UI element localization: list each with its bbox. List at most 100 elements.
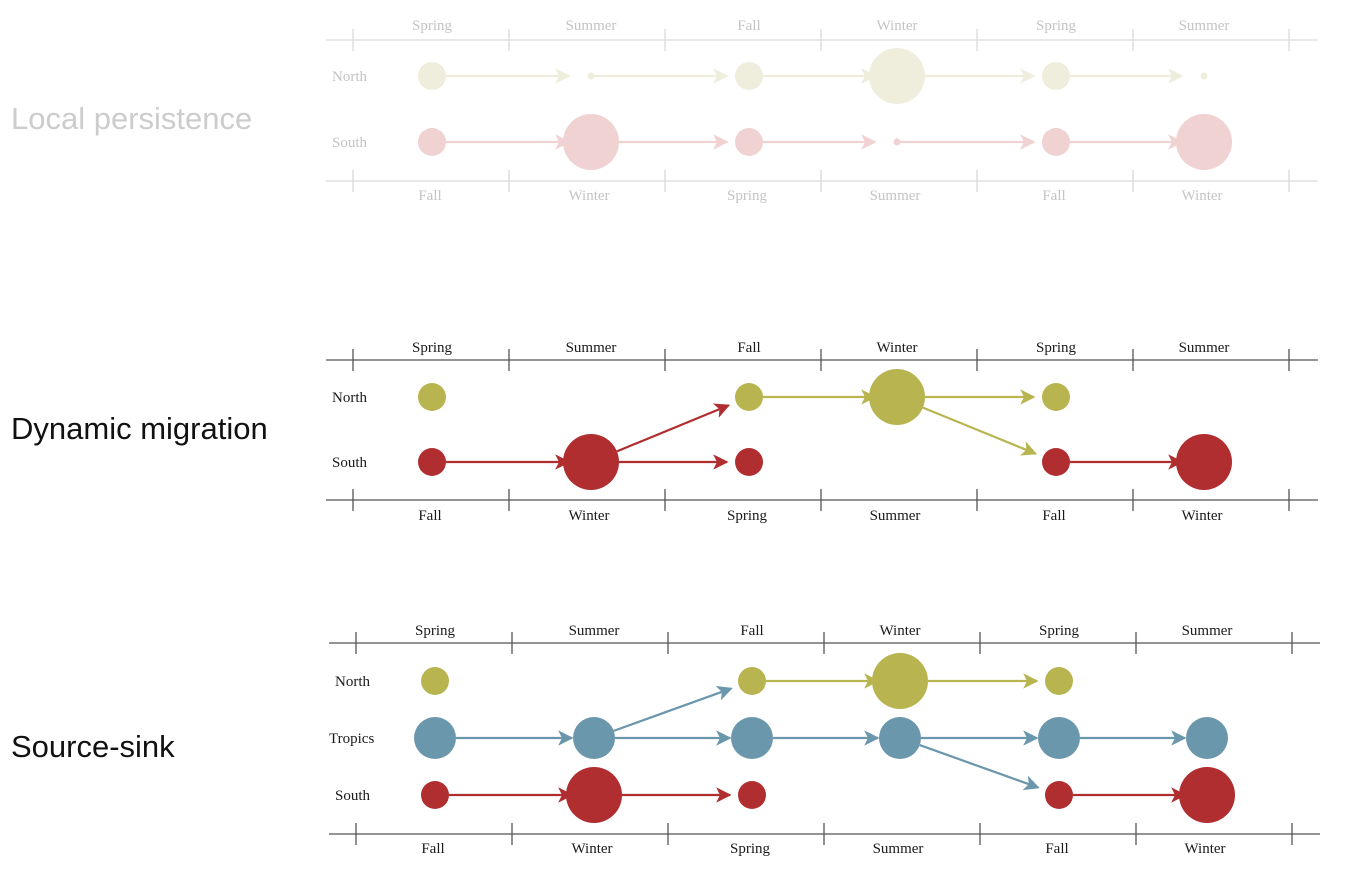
- season-label-bottom: Winter: [1184, 841, 1225, 857]
- bottom-axis: [329, 823, 1320, 845]
- season-label-bottom: Fall: [1042, 188, 1065, 204]
- season-label-top: Spring: [412, 18, 453, 34]
- season-label-bottom: Winter: [568, 188, 609, 204]
- population-node-south: [738, 781, 766, 809]
- population-node-south: [1045, 781, 1073, 809]
- panel-title-local-persistence: Local persistence: [11, 101, 252, 136]
- population-node-south: [563, 114, 619, 170]
- season-label-bottom: Spring: [730, 841, 771, 857]
- bottom-axis: [326, 170, 1318, 192]
- top-axis: [326, 29, 1318, 51]
- population-node-south: [566, 767, 622, 823]
- panel-title-dynamic-migration: Dynamic migration: [11, 411, 268, 446]
- season-label-bottom: Summer: [870, 508, 921, 524]
- region-label-north: North: [332, 390, 367, 406]
- population-node-south: [1176, 114, 1232, 170]
- population-node-north: [738, 667, 766, 695]
- season-label-top: Spring: [412, 340, 453, 356]
- season-label-top: Fall: [737, 340, 760, 356]
- season-label-top: Winter: [876, 340, 917, 356]
- population-node-north: [1042, 62, 1070, 90]
- population-node-south: [1176, 434, 1232, 490]
- panel-title-source-sink: Source-sink: [11, 729, 175, 764]
- population-node-south: [735, 128, 763, 156]
- population-node-north: [421, 667, 449, 695]
- season-label-bottom: Summer: [870, 188, 921, 204]
- population-node-north: [1042, 383, 1070, 411]
- top-axis: [329, 632, 1320, 654]
- season-label-top: Winter: [879, 623, 920, 639]
- region-label-north: North: [335, 674, 370, 690]
- population-node-north: [869, 369, 925, 425]
- region-label-south: South: [332, 455, 368, 471]
- region-label-tropics: Tropics: [329, 731, 374, 747]
- season-label-top: Spring: [1036, 18, 1077, 34]
- population-node-south: [893, 138, 901, 146]
- population-node-south: [735, 448, 763, 476]
- season-label-bottom: Winter: [571, 841, 612, 857]
- population-node-south: [1179, 767, 1235, 823]
- population-node-south: [421, 781, 449, 809]
- season-label-top: Summer: [566, 18, 617, 34]
- region-label-south: South: [332, 135, 368, 151]
- season-label-top: Spring: [1039, 623, 1080, 639]
- season-label-bottom: Summer: [873, 841, 924, 857]
- season-label-bottom: Spring: [727, 188, 768, 204]
- panel-dynamic-migration: Dynamic migration Spring Summer Fall Winter…: [11, 340, 1318, 524]
- season-label-top: Fall: [737, 18, 760, 34]
- flow-arrows: [446, 68, 1184, 150]
- flow-arrow: [613, 685, 733, 732]
- population-nodes: [418, 369, 1232, 490]
- season-label-bottom: Fall: [418, 188, 441, 204]
- flow-arrows: [446, 389, 1184, 470]
- season-label-top: Summer: [569, 623, 620, 639]
- population-node-tropics: [879, 717, 921, 759]
- season-label-top: Spring: [1036, 340, 1077, 356]
- population-node-north: [587, 72, 595, 80]
- season-label-bottom: Fall: [421, 841, 444, 857]
- population-node-south: [1042, 128, 1070, 156]
- panel-source-sink: Source-sink Spring Summer Fall Winter Spring…: [11, 623, 1320, 857]
- population-node-south: [418, 448, 446, 476]
- flow-arrows: [449, 673, 1187, 803]
- season-label-top: Summer: [1182, 623, 1233, 639]
- population-node-north: [1045, 667, 1073, 695]
- population-node-south: [1042, 448, 1070, 476]
- season-label-bottom: Winter: [1181, 508, 1222, 524]
- population-node-tropics: [1186, 717, 1228, 759]
- flow-arrow: [616, 403, 731, 453]
- season-label-top: Summer: [566, 340, 617, 356]
- population-node-south: [563, 434, 619, 490]
- season-label-top: Summer: [1179, 18, 1230, 34]
- panel-local-persistence: Local persistence Spring Summer Fall Winter…: [11, 18, 1318, 204]
- population-node-north: [418, 62, 446, 90]
- population-node-tropics: [573, 717, 615, 759]
- population-node-tropics: [731, 717, 773, 759]
- population-node-north: [1200, 72, 1208, 80]
- region-label-south: South: [335, 788, 371, 804]
- population-node-north: [418, 383, 446, 411]
- bottom-axis: [326, 489, 1318, 511]
- season-label-top: Winter: [876, 18, 917, 34]
- population-node-north: [872, 653, 928, 709]
- season-label-bottom: Fall: [1042, 508, 1065, 524]
- population-node-north: [869, 48, 925, 104]
- season-label-bottom: Fall: [418, 508, 441, 524]
- season-label-top: Summer: [1179, 340, 1230, 356]
- top-axis: [326, 349, 1318, 371]
- population-node-north: [735, 383, 763, 411]
- season-label-bottom: Winter: [1181, 188, 1222, 204]
- season-label-top: Spring: [415, 623, 456, 639]
- flow-arrow: [922, 406, 1038, 456]
- season-label-bottom: Spring: [727, 508, 768, 524]
- season-label-top: Fall: [740, 623, 763, 639]
- population-nodes: [414, 653, 1235, 823]
- population-node-south: [418, 128, 446, 156]
- season-label-bottom: Winter: [568, 508, 609, 524]
- population-nodes: [418, 48, 1232, 170]
- population-node-tropics: [414, 717, 456, 759]
- region-label-north: North: [332, 69, 367, 85]
- season-label-bottom: Fall: [1045, 841, 1068, 857]
- flow-arrow: [919, 744, 1040, 791]
